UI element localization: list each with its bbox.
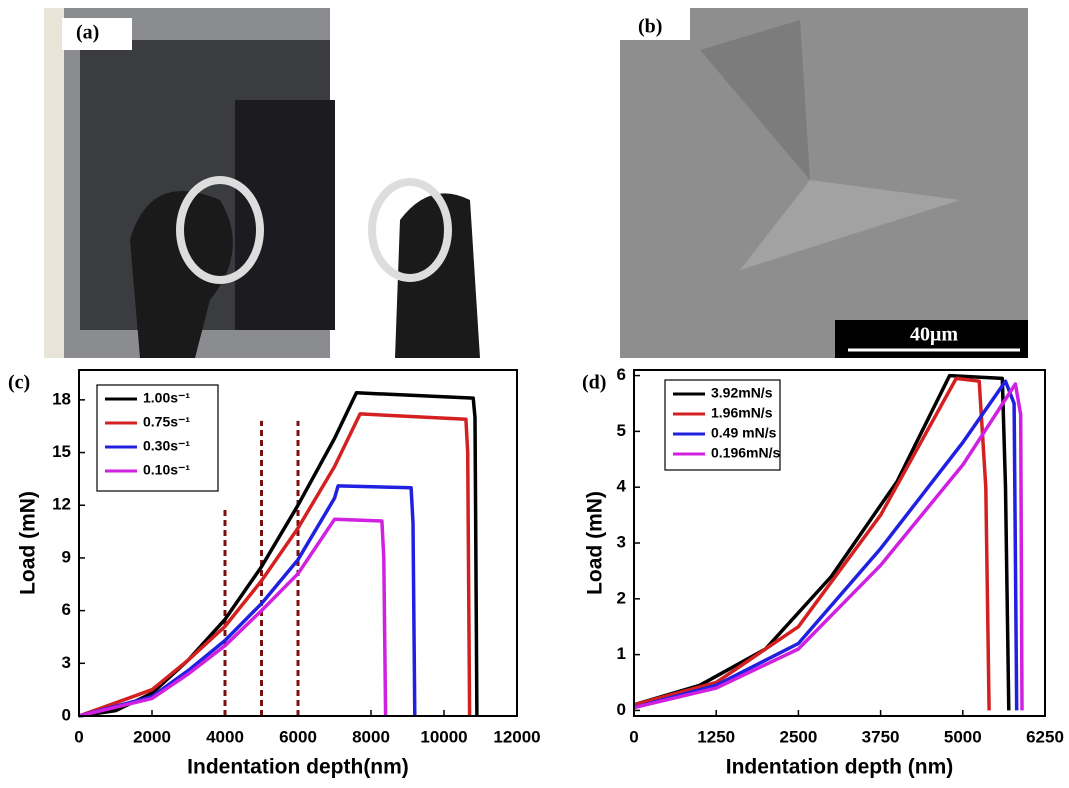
x-tick-label: 5000 <box>944 727 982 746</box>
series-line <box>78 517 388 718</box>
y-tick-label: 9 <box>62 547 71 566</box>
y-tick-label: 15 <box>52 442 71 461</box>
series-line <box>633 379 1019 711</box>
photo-b: (b) 40μm <box>620 8 1028 358</box>
x-tick-label: 2000 <box>133 727 171 746</box>
y-tick-label: 4 <box>617 477 627 496</box>
legend-label: 3.92mN/s <box>711 385 773 401</box>
legend-label: 0.30s⁻¹ <box>143 438 190 454</box>
x-tick-label: 8000 <box>352 727 390 746</box>
x-tick-label: 4000 <box>206 727 244 746</box>
legend-label: 0.10s⁻¹ <box>143 462 190 478</box>
series-line <box>78 484 417 718</box>
y-tick-label: 1 <box>617 644 626 663</box>
series-line <box>633 376 991 711</box>
series-line <box>633 373 1011 711</box>
scale-bar-label: 40μm <box>910 324 958 346</box>
panel-label: (b) <box>638 16 662 38</box>
legend-label: 1.96mN/s <box>711 405 773 421</box>
x-tick-label: 12000 <box>493 727 540 746</box>
x-tick-label: 10000 <box>420 727 467 746</box>
frame <box>78 369 518 717</box>
y-tick-label: 6 <box>62 600 71 619</box>
y-axis-label: Load (mN) <box>17 491 40 595</box>
x-tick-label: 6000 <box>279 727 317 746</box>
y-tick-label: 18 <box>52 389 71 408</box>
panel-label: (c) <box>8 372 30 394</box>
series-line <box>633 382 1024 711</box>
photo-a: (a) <box>44 8 480 358</box>
y-axis-label: Load (mN) <box>584 491 607 595</box>
x-axis-label: Indentation depth (nm) <box>726 756 953 779</box>
legend-box <box>96 384 219 492</box>
y-tick-label: 2 <box>617 588 626 607</box>
series-line <box>78 412 472 718</box>
y-tick-label: 3 <box>62 653 71 672</box>
y-tick-label: 0 <box>617 700 626 719</box>
y-tick-label: 0 <box>62 705 71 724</box>
x-tick-label: 1250 <box>697 727 735 746</box>
x-tick-label: 6250 <box>1026 727 1064 746</box>
legend-label: 0.49 mN/s <box>711 425 777 441</box>
y-tick-label: 12 <box>52 495 71 514</box>
legend-label: 0.196mN/s <box>711 445 780 461</box>
series-line <box>78 391 479 718</box>
x-tick-label: 3750 <box>862 727 900 746</box>
y-tick-label: 6 <box>617 365 626 384</box>
x-tick-label: 2500 <box>779 727 817 746</box>
x-tick-label: 0 <box>74 727 83 746</box>
panel-label: (d) <box>582 372 606 394</box>
legend-label: 0.75s⁻¹ <box>143 414 190 430</box>
y-tick-label: 3 <box>617 532 626 551</box>
x-tick-label: 0 <box>629 727 638 746</box>
panel-label: (a) <box>76 22 99 44</box>
frame <box>633 369 1046 717</box>
y-tick-label: 5 <box>617 421 626 440</box>
legend-label: 1.00s⁻¹ <box>143 390 190 406</box>
x-axis-label: Indentation depth(nm) <box>187 756 409 779</box>
